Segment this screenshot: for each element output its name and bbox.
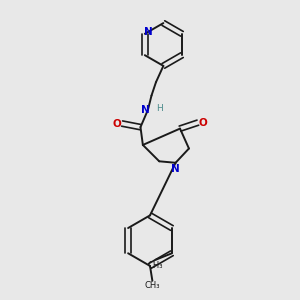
Text: H: H: [156, 104, 163, 113]
Text: N: N: [141, 105, 149, 115]
Text: N: N: [144, 27, 153, 37]
Text: O: O: [199, 118, 208, 128]
Text: N: N: [171, 164, 180, 174]
Text: O: O: [112, 118, 121, 128]
Text: CH₃: CH₃: [147, 261, 163, 270]
Text: CH₃: CH₃: [145, 281, 160, 290]
